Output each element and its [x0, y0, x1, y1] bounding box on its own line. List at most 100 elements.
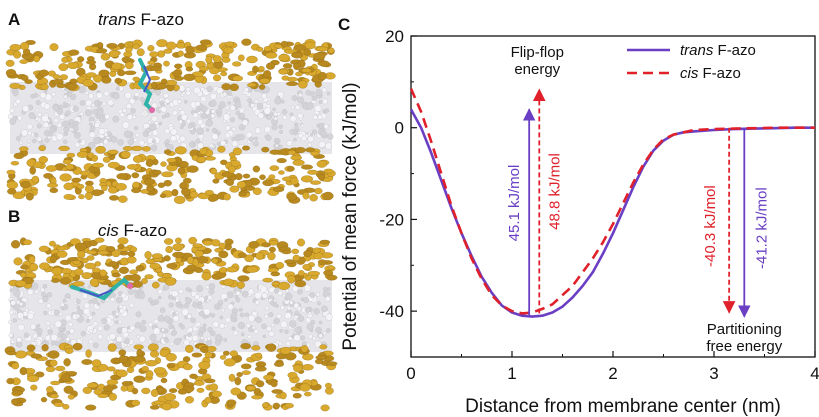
- headgroup-atom: [28, 255, 36, 264]
- lipid-tail-atom: [130, 108, 136, 114]
- lipid-tail-atom: [36, 323, 41, 328]
- lipid-tail-atom: [254, 300, 260, 305]
- lipid-tail-atom: [27, 131, 32, 136]
- headgroup-atom: [318, 174, 325, 181]
- lipid-tail-atom: [92, 342, 99, 349]
- headgroup-atom: [191, 71, 204, 77]
- lipid-tail-atom: [113, 93, 120, 100]
- headgroup-atom: [150, 350, 159, 358]
- lipid-tail-atom: [205, 128, 210, 132]
- lipid-tail-atom: [88, 131, 96, 138]
- lipid-tail-atom: [92, 109, 98, 115]
- lipid-tail-atom: [310, 320, 315, 325]
- lipid-tail-atom: [129, 325, 136, 331]
- lipid-tail-atom: [115, 296, 123, 304]
- headgroup-atom: [314, 187, 323, 195]
- lipid-tail-atom: [234, 101, 242, 109]
- headgroup-atom: [292, 254, 301, 261]
- lipid-tail-atom: [132, 115, 137, 120]
- lipid-tail-atom: [47, 329, 53, 335]
- lipid-tail-atom: [278, 341, 283, 346]
- lipid-tail-atom: [257, 112, 265, 119]
- headgroup-atom: [131, 387, 139, 395]
- headgroup-atom: [77, 56, 85, 63]
- lipid-tail-atom: [88, 339, 94, 345]
- lipid-tail-atom: [289, 320, 297, 328]
- lipid-tail-atom: [224, 132, 231, 139]
- headgroup-atom: [161, 171, 174, 178]
- headgroup-atom: [55, 365, 66, 372]
- lipid-tail-atom: [209, 93, 217, 100]
- headgroup-atom: [245, 179, 253, 188]
- headgroup-atom: [201, 272, 212, 281]
- lipid-tail-atom: [30, 323, 37, 330]
- lipid-tail-atom: [36, 123, 42, 129]
- headgroup-atom: [145, 159, 154, 167]
- lipid-tail-atom: [13, 115, 18, 121]
- headgroup-atom: [177, 50, 184, 57]
- lipid-tail-atom: [246, 323, 251, 328]
- lipid-tail-atom: [19, 141, 23, 145]
- headgroup-atom: [207, 345, 217, 352]
- headgroup-atom: [117, 69, 126, 77]
- panel-b-title: cis F-azo: [98, 221, 167, 240]
- lipid-tail-atom: [178, 119, 183, 124]
- lipid-tail-atom: [116, 335, 123, 343]
- lipid-tail-atom: [117, 139, 124, 146]
- headgroup-atom: [150, 66, 162, 72]
- headgroup-atom: [204, 351, 213, 359]
- lipid-tail-atom: [324, 108, 330, 113]
- lipid-tail-atom: [154, 120, 159, 126]
- headgroup-atom: [63, 182, 74, 191]
- headgroup-atom: [45, 366, 56, 373]
- headgroup-atom: [33, 55, 40, 63]
- headgroup-atom: [124, 70, 137, 76]
- headgroup-atom: [114, 77, 123, 84]
- lipid-tail-atom: [284, 312, 292, 320]
- headgroup-atom: [186, 264, 197, 271]
- lipid-tail-atom: [307, 135, 314, 143]
- lipid-tail-atom: [15, 136, 21, 142]
- lipid-tail-atom: [10, 339, 16, 345]
- lipid-tail-atom: [129, 131, 134, 136]
- lipid-tail-atom: [297, 315, 305, 322]
- headgroup-atom: [68, 49, 80, 56]
- headgroup-atom: [213, 74, 222, 82]
- lipid-tail-atom: [138, 335, 146, 343]
- headgroup-atom: [56, 250, 68, 258]
- panel-a: A trans F-azo: [5, 10, 336, 204]
- lipid-tail-atom: [68, 322, 73, 327]
- lipid-tail-atom: [311, 96, 317, 102]
- headgroup-atom: [279, 391, 287, 400]
- lipid-tail-atom: [224, 298, 228, 302]
- headgroup-atom: [94, 237, 105, 243]
- lipid-tail-atom: [73, 120, 79, 126]
- lipid-tail-atom: [64, 314, 72, 322]
- headgroup-atom: [276, 158, 287, 164]
- headgroup-atom: [27, 375, 40, 383]
- lipid-tail-atom: [33, 92, 39, 98]
- headgroup-atom: [301, 68, 312, 73]
- lipid-tail-atom: [183, 303, 190, 309]
- lipid-tail-atom: [172, 110, 178, 116]
- lipid-tail-atom: [12, 318, 17, 323]
- lipid-tail-atom: [15, 98, 21, 105]
- lipid-tail-atom: [79, 337, 84, 341]
- lipid-tail-atom: [210, 313, 216, 318]
- headgroup-atom: [185, 45, 195, 54]
- lipid-tail-atom: [314, 104, 322, 112]
- headgroup-atom: [293, 62, 301, 71]
- lipid-tail-atom: [46, 303, 52, 309]
- lipid-tail-atom: [152, 327, 161, 335]
- headgroup-atom: [193, 380, 205, 386]
- lipid-tail-atom: [129, 302, 135, 308]
- headgroup-atom: [20, 264, 29, 270]
- lipid-tail-atom: [37, 332, 42, 337]
- lipid-tail-atom: [56, 122, 62, 128]
- headgroup-atom: [67, 62, 79, 69]
- headgroup-atom: [266, 62, 275, 70]
- headgroup-atom: [142, 146, 151, 152]
- headgroup-atom: [210, 168, 218, 175]
- headgroup-atom: [315, 355, 327, 360]
- lipid-tail-atom: [197, 111, 201, 115]
